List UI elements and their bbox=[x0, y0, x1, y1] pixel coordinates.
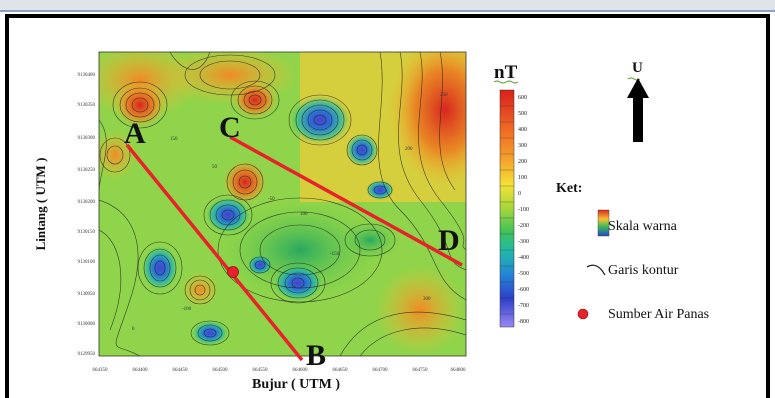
legend-item-color-scale: Skala warna bbox=[608, 219, 678, 234]
y-tick: 9130300 bbox=[78, 136, 96, 141]
colorbar-tick: 400 bbox=[518, 127, 527, 133]
y-tick: 9130250 bbox=[78, 168, 96, 173]
contour-value: 250 bbox=[440, 93, 448, 98]
colorbar-tick: -800 bbox=[518, 319, 529, 325]
colorbar bbox=[499, 89, 515, 328]
legend-title: Ket: bbox=[556, 181, 582, 196]
colorbar-tick: 0 bbox=[518, 191, 521, 197]
profile-line-cd bbox=[229, 135, 463, 267]
contour-line-icon bbox=[586, 264, 606, 276]
colorbar-tick: 500 bbox=[518, 111, 527, 117]
colorbar-tick: -500 bbox=[518, 271, 529, 277]
x-tick: 664450 bbox=[173, 368, 189, 373]
contour-value: 200 bbox=[405, 147, 413, 152]
contour-lines bbox=[99, 52, 466, 356]
label-b: B bbox=[306, 339, 326, 372]
contour-value: -50 bbox=[268, 197, 275, 202]
x-tick: 664600 bbox=[293, 368, 309, 373]
y-tick: 9130400 bbox=[78, 73, 96, 78]
contour-value: 100 bbox=[300, 212, 308, 217]
colorbar-tick: -600 bbox=[518, 287, 529, 293]
x-tick: 664400 bbox=[133, 368, 149, 373]
profile-line-ab bbox=[125, 143, 304, 362]
contour-value: 300 bbox=[423, 297, 431, 302]
x-tick: 664750 bbox=[413, 368, 429, 373]
colorbar-tick: -200 bbox=[518, 223, 529, 229]
legend-item-hot-spring: Sumber Air Panas bbox=[608, 307, 709, 322]
color-scale-icon bbox=[597, 209, 610, 237]
y-tick: 9130000 bbox=[78, 322, 96, 327]
y-axis-ticks: 9130400 9130350 9130300 9130250 9130200 … bbox=[78, 73, 96, 357]
top-border bbox=[0, 0, 775, 12]
label-c: C bbox=[219, 111, 241, 144]
colorbar-tick: 600 bbox=[518, 95, 527, 101]
anomaly-map: 150 50 -50 100 200 -150 -100 300 0 250 bbox=[99, 52, 466, 356]
colorbar-tick: 100 bbox=[518, 175, 527, 181]
x-tick: 664500 bbox=[213, 368, 229, 373]
y-tick: 9130200 bbox=[78, 200, 96, 205]
colorbar-tick: -300 bbox=[518, 239, 529, 245]
colorbar-tick: -400 bbox=[518, 255, 529, 261]
y-tick: 9129950 bbox=[78, 352, 96, 357]
colorbar-bands bbox=[500, 105, 514, 315]
label-d: D bbox=[438, 224, 460, 257]
contour-value: 50 bbox=[212, 165, 218, 170]
y-axis-label: Lintang ( UTM ) bbox=[33, 158, 48, 251]
north-label: U bbox=[632, 60, 643, 76]
contour-value: -100 bbox=[182, 307, 192, 312]
hot-spring-icon bbox=[577, 308, 589, 320]
colorbar-unit: nT bbox=[494, 62, 518, 83]
x-tick: 664800 bbox=[451, 368, 467, 373]
colorbar-tick: -100 bbox=[518, 207, 529, 213]
x-tick: 664350 bbox=[93, 368, 109, 373]
y-tick: 9130350 bbox=[78, 103, 96, 108]
hot-spring-marker bbox=[227, 266, 239, 278]
colorbar-tick: -700 bbox=[518, 303, 529, 309]
contour-value: 0 bbox=[132, 327, 135, 332]
y-tick: 9130050 bbox=[78, 292, 96, 297]
x-axis-label: Bujur ( UTM ) bbox=[252, 377, 340, 392]
contour-value: -150 bbox=[330, 252, 340, 257]
colorbar-ticks: 600 500 400 300 200 100 0 -100 -200 -300… bbox=[518, 95, 529, 325]
colorbar-tick: 300 bbox=[518, 143, 527, 149]
contour-value: 150 bbox=[170, 137, 178, 142]
north-arrow-icon bbox=[627, 78, 649, 142]
contour-values: 150 50 -50 100 200 -150 -100 300 0 250 bbox=[132, 93, 448, 332]
y-tick: 9130150 bbox=[78, 230, 96, 235]
y-tick: 9130100 bbox=[78, 260, 96, 265]
colorbar-tick: 200 bbox=[518, 159, 527, 165]
profile-lines bbox=[125, 135, 463, 362]
profile-labels: A B C D bbox=[124, 111, 460, 372]
legend-item-contour: Garis kontur bbox=[608, 263, 679, 278]
x-tick: 664700 bbox=[373, 368, 389, 373]
x-tick: 664650 bbox=[333, 368, 349, 373]
map-border bbox=[98, 51, 467, 357]
x-axis-ticks: 664350 664400 664450 664500 664550 66460… bbox=[93, 368, 467, 373]
spellcheck-underline bbox=[493, 80, 519, 84]
x-tick: 664550 bbox=[253, 368, 269, 373]
label-a: A bbox=[124, 117, 146, 150]
